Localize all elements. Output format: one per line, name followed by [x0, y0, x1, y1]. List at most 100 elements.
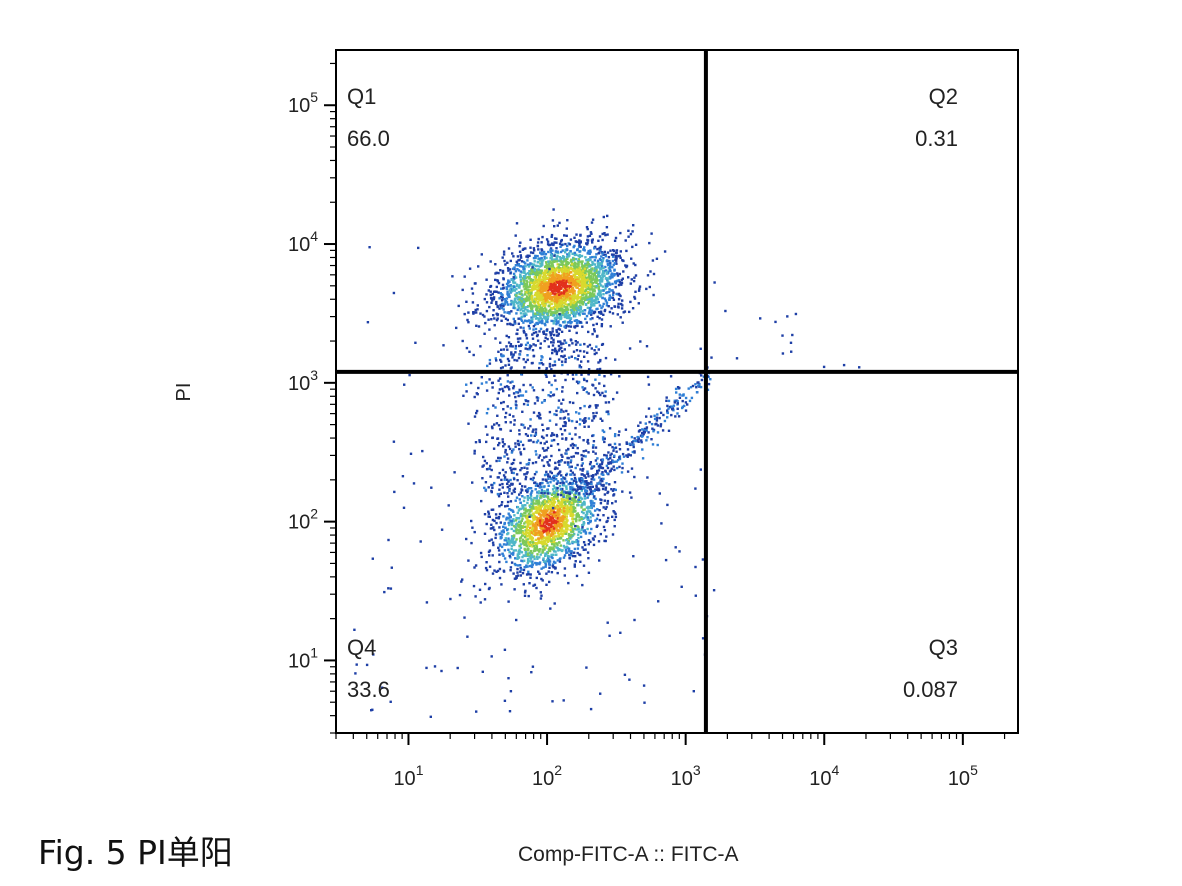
event-dot [530, 502, 533, 505]
event-dot [602, 430, 606, 434]
event-dot [621, 466, 624, 470]
event-dot [608, 269, 612, 272]
event-dot [568, 535, 571, 538]
event-dot [498, 388, 502, 391]
event-dot [508, 489, 511, 492]
event-dot [592, 502, 595, 505]
event-dot [555, 247, 558, 250]
event-dot [648, 241, 651, 245]
event-dot [633, 276, 636, 279]
event-dot [569, 485, 572, 489]
event-dot [528, 297, 532, 300]
event-dot [617, 255, 620, 258]
event-dot [477, 386, 480, 390]
event-dot [578, 284, 581, 287]
event-dot [572, 540, 576, 544]
event-dot [562, 256, 566, 259]
event-dot [529, 439, 532, 442]
event-dot [525, 319, 528, 323]
event-dot [587, 475, 590, 478]
event-dot [519, 564, 522, 567]
event-dot [571, 303, 574, 306]
event-dot [584, 449, 588, 452]
event-dot [508, 447, 512, 451]
event-dot [531, 478, 535, 482]
event-dot [570, 508, 573, 511]
event-dot [583, 508, 586, 511]
event-dot [546, 490, 550, 494]
event-dot [529, 310, 532, 313]
event-dot [594, 256, 597, 259]
event-dot [490, 490, 493, 494]
event-dot [523, 532, 526, 535]
event-dot [525, 313, 528, 316]
event-dot [485, 561, 488, 564]
event-dot [518, 530, 521, 533]
event-dot [542, 429, 545, 432]
event-dot [577, 258, 581, 261]
event-dot [649, 270, 652, 273]
event-dot [584, 278, 587, 281]
event-dot [527, 523, 530, 527]
event-dot [608, 290, 611, 294]
event-dot [510, 508, 513, 512]
event-dot [549, 292, 552, 295]
event-dot [516, 439, 520, 443]
event-dot [498, 543, 502, 546]
event-dot [540, 522, 543, 525]
event-dot [550, 274, 553, 277]
event-dot [532, 343, 535, 346]
event-dot [599, 248, 602, 251]
event-dot [538, 259, 542, 262]
event-dot [550, 319, 553, 323]
event-dot [529, 523, 532, 526]
event-dot [590, 293, 593, 297]
event-dot [557, 332, 560, 335]
event-dot [544, 310, 547, 313]
event-dot [623, 310, 627, 313]
event-dot [528, 509, 532, 512]
event-dot [608, 265, 612, 269]
event-dot [546, 337, 549, 341]
event-dot [491, 518, 495, 522]
event-dot [559, 503, 562, 507]
event-dot [565, 472, 569, 476]
event-dot [539, 548, 542, 551]
event-dot [570, 437, 574, 441]
event-dot [509, 429, 512, 432]
event-dot [537, 507, 540, 510]
event-dot [622, 270, 625, 273]
event-dot [620, 307, 624, 310]
event-dot [563, 493, 566, 496]
event-dot [488, 328, 491, 331]
event-dot [588, 286, 592, 289]
event-dot [535, 268, 539, 272]
event-dot [587, 301, 590, 305]
event-dot [531, 272, 534, 276]
event-dot [533, 293, 537, 297]
event-dot [508, 541, 511, 544]
event-dot [498, 441, 501, 445]
event-dot [617, 279, 620, 282]
event-dot [567, 290, 570, 293]
event-dot [528, 487, 531, 490]
event-dot [614, 256, 617, 259]
event-dot [501, 269, 505, 273]
event-dot [519, 546, 523, 549]
event-dot [587, 259, 590, 263]
event-dot [554, 274, 557, 277]
event-dot [509, 272, 512, 275]
event-dot [570, 473, 573, 476]
event-dot [524, 319, 527, 322]
event-dot [562, 544, 565, 548]
event-dot [561, 363, 564, 367]
event-dot [579, 308, 582, 311]
event-dot [504, 317, 508, 320]
event-dot [521, 540, 525, 543]
event-dot [560, 343, 563, 346]
event-dot [505, 297, 509, 300]
event-dot [589, 317, 592, 321]
event-dot [508, 487, 511, 491]
event-dot [582, 296, 586, 300]
event-dot [583, 425, 586, 428]
